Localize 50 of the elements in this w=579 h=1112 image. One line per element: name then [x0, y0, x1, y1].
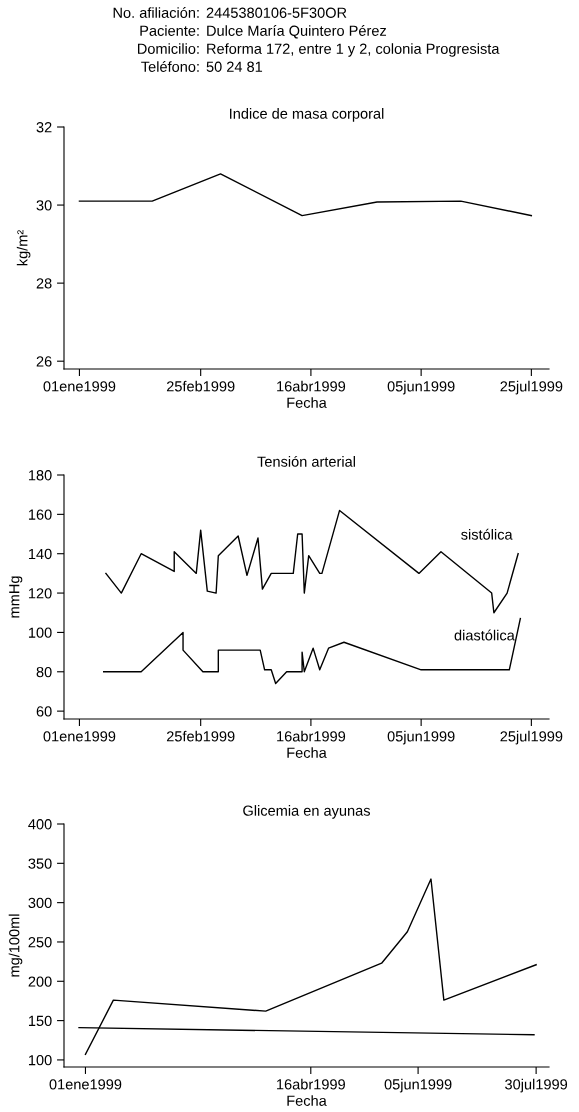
y-tick-label: 200 — [28, 976, 52, 987]
line-series — [105, 509, 519, 614]
y-tick-label: 150 — [28, 1015, 52, 1027]
line-series — [78, 173, 533, 217]
y-tick-label: 26 — [36, 356, 52, 367]
text: Teléfono: 50 24 81 — [141, 61, 263, 72]
y-tick-label: 120 — [28, 588, 52, 599]
x-tick-label: 25feb1999 — [166, 380, 235, 392]
y-tick-label: 140 — [28, 548, 52, 560]
series-label: sistólica — [461, 528, 513, 540]
y-tick-label: 100 — [28, 1055, 52, 1066]
text: Paciente: Dulce María Quintero Pérez — [140, 25, 387, 39]
y-tick-label: 350 — [28, 858, 52, 869]
y-axis-title: kg/m² — [16, 230, 31, 266]
x-tick-label: 16abr1999 — [277, 1078, 345, 1090]
x-tick-label: 01ene1999 — [49, 1079, 122, 1090]
x-tick-label: 05jun1999 — [387, 730, 455, 745]
y-axis-title: mg/100ml — [8, 914, 23, 977]
x-tick-label: 30jul1999 — [505, 1078, 568, 1093]
y-axis-title: mmHg — [9, 576, 23, 618]
y-tick-label: 100 — [28, 627, 52, 638]
series-label: diastólica — [454, 629, 515, 641]
y-tick-label: 180 — [28, 470, 52, 481]
y-tick-label: 80 — [36, 666, 52, 678]
x-tick-label: 05jun1999 — [387, 380, 455, 395]
y-tick-label: 30 — [36, 200, 52, 211]
chart-title: Indice de masa corporal — [230, 108, 384, 122]
y-tick-label: 160 — [28, 509, 52, 520]
y-tick-label: 300 — [28, 897, 52, 909]
x-tick-label: 16abr1999 — [277, 730, 346, 742]
x-tick-label: 01ene1999 — [43, 731, 116, 742]
y-tick-label: 28 — [36, 278, 52, 289]
y-tick-label: 400 — [28, 819, 52, 830]
y-tick-label: 32 — [36, 122, 52, 133]
text: No. afiliación: 2445380106-5F30OR — [113, 7, 347, 18]
x-tick-label: 25jul1999 — [500, 730, 563, 745]
chart-title: Tensión arterial — [257, 455, 355, 467]
x-tick-label: 01ene1999 — [43, 381, 116, 392]
y-tick-label: 60 — [36, 706, 52, 717]
x-tick-label: 05jun1999 — [384, 1078, 452, 1093]
text: Domicilio: Reforma 172, entre 1 y 2, colonia Progresista — [137, 43, 500, 57]
x-axis-title: Fecha — [287, 747, 327, 758]
chart-title: Glicemia en ayunas — [243, 805, 371, 819]
x-tick-label: 25feb1999 — [166, 730, 235, 742]
line-series — [102, 617, 522, 685]
x-axis-title: Fecha — [287, 1095, 327, 1106]
x-tick-label: 25jul1999 — [500, 380, 563, 395]
x-axis-title: Fecha — [287, 397, 327, 408]
x-tick-label: 16abr1999 — [277, 380, 346, 392]
y-tick-label: 250 — [28, 937, 52, 948]
